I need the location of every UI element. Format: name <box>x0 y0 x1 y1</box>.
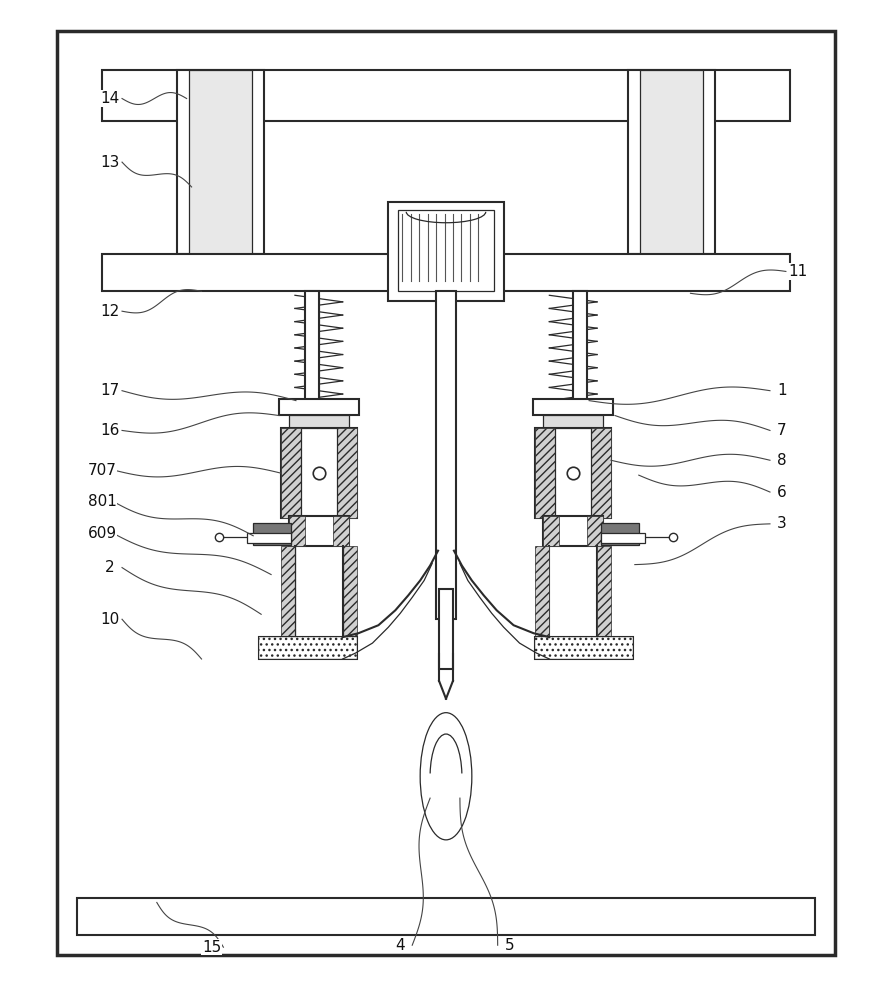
Bar <box>399 210 493 291</box>
Text: 3: 3 <box>777 516 787 531</box>
Bar <box>587 516 603 546</box>
Bar <box>535 546 549 640</box>
Text: 609: 609 <box>87 526 117 541</box>
Bar <box>556 428 591 518</box>
Ellipse shape <box>420 713 472 840</box>
Bar <box>574 291 587 403</box>
Bar <box>305 291 318 403</box>
Bar <box>289 516 349 546</box>
Bar <box>343 546 357 640</box>
Bar <box>601 533 645 543</box>
Bar <box>253 523 291 545</box>
Text: 8: 8 <box>777 453 787 468</box>
Text: 10: 10 <box>101 612 120 627</box>
Bar <box>279 399 359 415</box>
Text: 7: 7 <box>777 423 787 438</box>
Text: 6: 6 <box>777 485 787 500</box>
Bar <box>301 428 336 518</box>
Bar <box>78 898 814 935</box>
Bar <box>103 254 789 291</box>
Text: 5: 5 <box>505 938 515 953</box>
Bar <box>533 399 613 415</box>
Bar <box>289 415 349 429</box>
Bar <box>543 516 559 546</box>
Bar <box>336 428 357 518</box>
Text: 16: 16 <box>101 423 120 438</box>
Bar <box>103 70 789 121</box>
Text: 17: 17 <box>101 383 120 398</box>
Bar <box>535 428 611 518</box>
Text: 15: 15 <box>202 940 221 955</box>
Bar <box>543 516 603 546</box>
Bar <box>177 70 264 254</box>
Bar <box>260 637 357 659</box>
Bar <box>57 31 835 955</box>
Bar <box>535 637 632 659</box>
Text: 11: 11 <box>789 264 807 279</box>
Text: 4: 4 <box>395 938 405 953</box>
Bar <box>535 637 632 659</box>
Bar <box>281 428 301 518</box>
Bar <box>601 523 639 545</box>
Text: 2: 2 <box>105 560 115 575</box>
Text: 707: 707 <box>87 463 117 478</box>
Bar <box>640 70 704 254</box>
Bar <box>260 637 357 659</box>
Bar <box>289 516 305 546</box>
Text: 1: 1 <box>777 383 787 398</box>
Text: 14: 14 <box>101 91 120 106</box>
Text: 801: 801 <box>87 494 117 509</box>
Bar <box>281 546 295 640</box>
Text: 13: 13 <box>101 155 120 170</box>
Bar <box>247 533 291 543</box>
Bar <box>281 428 357 518</box>
Bar <box>439 589 453 669</box>
Bar <box>333 516 349 546</box>
Bar <box>591 428 611 518</box>
Bar <box>628 70 715 254</box>
Bar <box>597 546 611 640</box>
Bar <box>543 415 603 429</box>
Bar <box>188 70 252 254</box>
Bar <box>436 291 456 619</box>
Bar <box>388 202 504 301</box>
Text: 12: 12 <box>101 304 120 319</box>
Bar <box>535 428 556 518</box>
